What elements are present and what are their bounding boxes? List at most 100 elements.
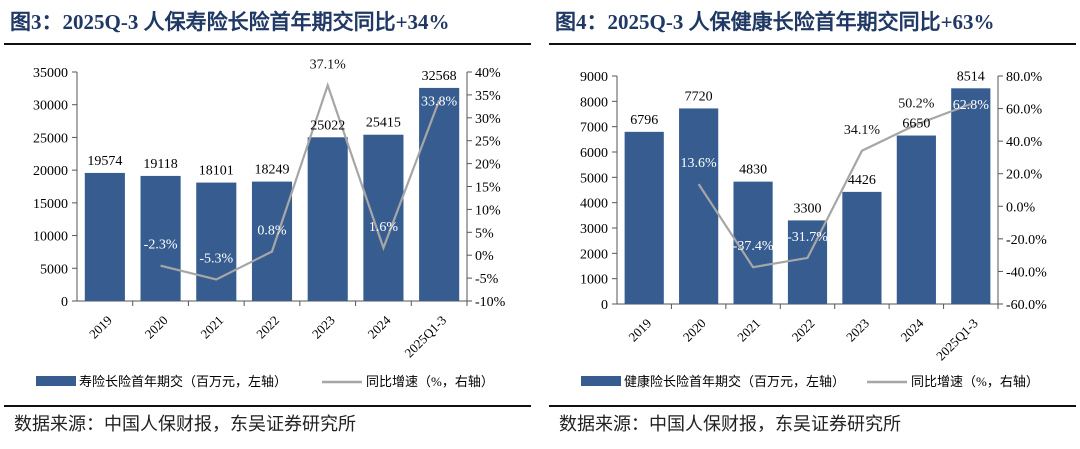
chart-title: 图3：2025Q-3 人保寿险长险首年期交同比+34%	[10, 10, 450, 34]
growth-value-label: -31.7%	[787, 230, 828, 245]
bar	[84, 172, 125, 301]
bar	[842, 191, 882, 304]
right-tick-label: 10%	[475, 203, 501, 218]
bar	[896, 135, 936, 304]
right-tick-label: 25%	[475, 135, 501, 150]
right-tick-label: 0.0%	[1006, 200, 1036, 215]
bar-value-label: 8514	[957, 69, 985, 84]
left-tick-label: 0	[61, 295, 68, 310]
right-tick-label: 0%	[475, 249, 494, 264]
bar-value-label: 18101	[199, 164, 234, 179]
bar	[363, 134, 404, 301]
left-tick-label: 1000	[580, 273, 608, 288]
left-tick-label: 4000	[580, 197, 608, 212]
divider	[4, 43, 531, 45]
legend-line-label: 同比增速（%，右轴）	[366, 374, 494, 389]
right-tick-label: 40.0%	[1006, 135, 1043, 150]
bar	[624, 131, 664, 304]
x-tick-label: 2024	[365, 312, 394, 341]
right-tick-label: 60.0%	[1006, 103, 1043, 118]
divider	[549, 43, 1076, 45]
left-tick-label: 3000	[580, 222, 608, 237]
left-tick-label: 25000	[33, 131, 68, 146]
legend-bar-swatch	[36, 376, 76, 386]
chart-life: 0 5000 10000 15000 20000 25000 30000 35000 -10% -…	[33, 57, 506, 389]
x-tick-label: 2024	[897, 315, 926, 344]
growth-value-label: 50.2%	[898, 97, 935, 112]
right-tick-label: 30%	[475, 112, 501, 127]
bar-value-label: 19118	[143, 157, 177, 172]
bar-value-label: 18249	[255, 163, 290, 178]
bar-value-label: 4830	[739, 163, 767, 178]
growth-value-label: -5.3%	[199, 251, 233, 266]
legend-bar-label: 健康险长险首年期交（百万元，左轴）	[624, 374, 845, 389]
x-tick-label: 2021	[197, 313, 226, 342]
chart-health: 0 1000 2000 3000 4000 5000 6000 7000 8000 9000 -60…	[580, 69, 1047, 389]
left-tick-label: 2000	[580, 247, 608, 262]
left-tick-label: 30000	[33, 99, 68, 114]
x-tick-label: 2022	[253, 313, 282, 342]
left-tick-label: 7000	[580, 121, 608, 136]
bar	[679, 108, 719, 304]
divider	[549, 405, 1076, 407]
right-tick-label: 15%	[475, 181, 501, 196]
bar	[251, 181, 293, 301]
chart-panel-health: 图4：2025Q-3 人保健康长险首年期交同比+63% 0 1000 2000 300…	[545, 0, 1080, 449]
right-tick-label: -20.0%	[1006, 233, 1047, 248]
growth-value-label: 13.6%	[681, 156, 718, 171]
left-tick-label: 9000	[580, 70, 608, 85]
x-tick-label: 2022	[789, 316, 818, 345]
bar-value-label: 25415	[366, 116, 401, 131]
legend-bar-swatch	[581, 376, 621, 386]
bar	[140, 175, 181, 301]
x-tick-label: 2025Q1-3	[933, 316, 981, 364]
x-tick-label: 2020	[142, 313, 171, 342]
source-note: 数据来源：中国人保财报，东吴证券研究所	[559, 414, 901, 434]
x-tick-label: 2023	[843, 316, 872, 345]
growth-value-label: 1.6%	[369, 220, 399, 235]
left-tick-label: 15000	[33, 197, 68, 212]
right-tick-label: 20%	[475, 158, 501, 173]
left-tick-label: 8000	[580, 95, 608, 110]
x-tick-label: 2019	[625, 316, 654, 345]
chart-title: 图4：2025Q-3 人保健康长险首年期交同比+63%	[555, 10, 995, 34]
right-tick-label: 5%	[475, 226, 494, 241]
bar-value-label: 25022	[310, 118, 345, 133]
bar-value-label: 7720	[685, 89, 713, 104]
growth-value-label: 33.8%	[421, 94, 458, 109]
right-tick-label: 20.0%	[1006, 168, 1043, 183]
right-tick-label: -40.0%	[1006, 265, 1047, 280]
right-tick-label: 80.0%	[1006, 70, 1043, 85]
right-tick-label: 35%	[475, 89, 501, 104]
right-tick-label: -10%	[475, 295, 506, 310]
bar	[196, 182, 237, 301]
growth-value-label: 62.8%	[953, 98, 990, 113]
growth-value-label: 37.1%	[310, 57, 347, 72]
left-tick-label: 20000	[33, 164, 68, 179]
growth-value-label: -2.3%	[144, 238, 178, 253]
bar	[419, 87, 460, 301]
growth-line	[160, 81, 441, 281]
bar-value-label: 6796	[630, 113, 658, 128]
x-tick-label: 2021	[734, 316, 763, 345]
growth-value-label: -37.4%	[733, 239, 774, 254]
x-tick-label: 2020	[680, 316, 709, 345]
right-tick-label: 40%	[475, 66, 501, 81]
bar-value-label: 4426	[848, 173, 876, 188]
bar	[951, 88, 991, 304]
x-tick-label: 2023	[309, 313, 338, 342]
left-tick-label: 5000	[580, 171, 608, 186]
right-tick-label: -5%	[475, 272, 499, 287]
bar-value-label: 32568	[422, 69, 457, 84]
divider	[4, 405, 531, 407]
legend-line-label: 同比增速（%，右轴）	[911, 374, 1039, 389]
chart-panel-life: 图3：2025Q-3 人保寿险长险首年期交同比+34% 0 5000 10000 15…	[0, 0, 535, 449]
bar	[733, 181, 773, 304]
x-tick-label: 2019	[86, 313, 115, 342]
growth-line	[697, 102, 972, 269]
legend-bar-label: 寿险长险首年期交（百万元，左轴）	[79, 374, 287, 389]
bar-value-label: 6650	[902, 117, 930, 132]
right-tick-label: -60.0%	[1006, 298, 1047, 313]
bar-value-label: 3300	[794, 201, 822, 216]
growth-value-label: 0.8%	[257, 224, 287, 239]
